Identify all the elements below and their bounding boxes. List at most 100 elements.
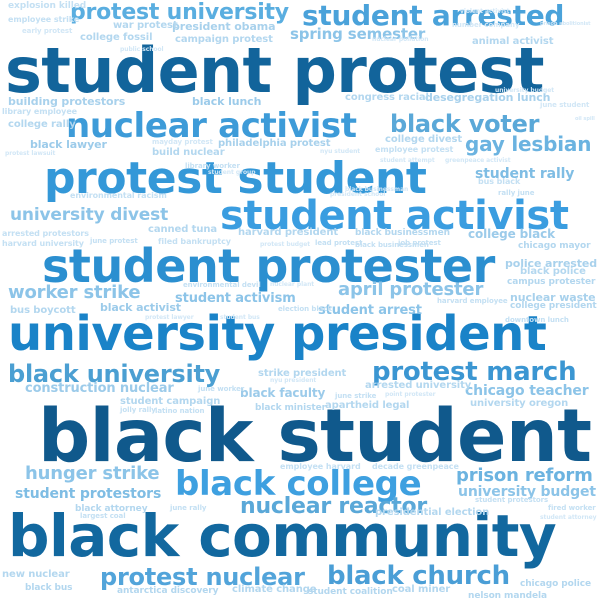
cloud-word: black church — [327, 561, 510, 591]
cloud-word: animal activist — [472, 36, 554, 47]
cloud-word: library worker — [185, 162, 240, 170]
cloud-word: black college — [175, 464, 422, 504]
cloud-word: nuclear waste — [510, 291, 596, 304]
cloud-word: canned tuna — [148, 224, 218, 235]
cloud-word: building protestors — [8, 95, 126, 108]
cloud-word: harvard employee — [437, 297, 508, 305]
cloud-word: president obama — [172, 20, 276, 33]
cloud-word: latino nation — [155, 407, 205, 415]
cloud-word: nuclear activist — [66, 106, 357, 146]
cloud-word: student arrested — [302, 0, 565, 32]
cloud-word: nelson mandela — [468, 591, 547, 600]
cloud-word: student protest — [5, 34, 545, 107]
cloud-word: build nuclear — [152, 147, 225, 158]
cloud-word: nyu president — [270, 377, 317, 384]
cloud-word: black community — [8, 502, 557, 570]
cloud-word: black activist — [100, 301, 181, 314]
cloud-word: black minister — [255, 403, 326, 413]
cloud-word: university president — [8, 306, 547, 362]
cloud-word: june strike — [335, 392, 377, 400]
cloud-word: antarctica discovery — [117, 586, 219, 596]
cloud-word: strike president — [258, 368, 347, 379]
cloud-word: protest nuclear — [100, 563, 305, 591]
cloud-word: decade greenpeace — [372, 462, 459, 471]
cloud-word: bus boycott — [10, 305, 76, 316]
cloud-word: black police — [520, 266, 586, 277]
cloud-word: campus protester — [507, 277, 596, 287]
cloud-word: black attorney — [75, 504, 148, 514]
cloud-word: black faculty — [240, 386, 326, 400]
cloud-word: library employee — [2, 107, 78, 116]
cloud-word: black businessman — [345, 186, 409, 193]
cloud-word: climate change — [232, 584, 317, 595]
cloud-word: coal miner — [392, 584, 451, 595]
cloud-word: environmental devil — [183, 281, 261, 289]
cloud-word: black lawyer — [30, 138, 107, 151]
cloud-word: apartheid legal — [325, 400, 410, 411]
cloud-word: greenpeace activist — [445, 157, 511, 164]
cloud-word: point protester — [385, 391, 436, 398]
cloud-word: university divest — [10, 205, 169, 225]
cloud-word: job protest — [398, 239, 441, 247]
cloud-word: college divest — [385, 134, 463, 145]
cloud-word: jolly rally — [120, 406, 156, 414]
cloud-word: rally june — [498, 189, 535, 197]
cloud-word: university budget — [495, 87, 555, 94]
cloud-word: protest student — [44, 153, 427, 204]
cloud-word: new nuclear — [2, 569, 70, 580]
cloud-word: university oregon — [470, 398, 569, 409]
cloud-word: june protest — [90, 237, 138, 245]
cloud-word: student bus — [220, 314, 260, 321]
cloud-word: black businessmen — [355, 228, 450, 238]
cloud-word: campaign protest — [175, 34, 273, 45]
cloud-word: number company — [452, 21, 520, 29]
cloud-word: environmental racism — [70, 191, 167, 200]
cloud-word: arrested protestors — [2, 229, 89, 238]
cloud-word: prison abolitionist — [540, 21, 591, 27]
cloud-word: june rally — [170, 504, 207, 512]
cloud-word: presidential election — [375, 507, 490, 518]
cloud-word: student protestors — [15, 486, 162, 502]
cloud-word: student attorney — [540, 514, 597, 521]
cloud-word: protest university — [70, 0, 289, 25]
cloud-word: prison reform — [456, 465, 593, 486]
cloud-word: harvard university — [2, 239, 84, 248]
cloud-word: university budget — [458, 484, 596, 500]
cloud-word: hunger strike — [25, 463, 160, 484]
cloud-word: student group — [208, 169, 256, 176]
cloud-word: student coalition — [308, 587, 393, 597]
cloud-word: college president — [510, 301, 597, 311]
cloud-word: college fossil — [80, 32, 153, 43]
cloud-word: student rally — [475, 166, 575, 182]
cloud-word: black voter — [390, 110, 540, 138]
cloud-word: student attempt — [380, 157, 435, 164]
cloud-word: black businessmen — [355, 241, 429, 249]
cloud-word: fired worker — [548, 504, 596, 512]
cloud-word: protest march — [372, 357, 577, 387]
cloud-word: filed bankruptcy — [158, 237, 231, 246]
cloud-word: largest coal — [80, 512, 126, 520]
cloud-word: student protestors — [475, 496, 549, 504]
cloud-word: gay lesbian — [465, 132, 592, 156]
cloud-word: oil spill — [575, 116, 595, 122]
cloud-word: june worker — [198, 385, 245, 393]
cloud-word: nyu student — [320, 148, 361, 155]
cloud-word: police arrested — [505, 257, 598, 270]
cloud-word: college black — [468, 227, 555, 241]
cloud-word: harvard president — [238, 227, 339, 238]
cloud-word: black student — [38, 394, 592, 479]
cloud-word: election black — [278, 305, 332, 313]
cloud-word: lead protest — [315, 239, 363, 247]
cloud-word: philadelphia protest — [218, 138, 331, 149]
cloud-word: protest lawsuit — [5, 150, 56, 157]
cloud-word: black university — [8, 360, 221, 388]
cloud-word: early protest — [22, 27, 73, 35]
cloud-word: bus black — [478, 177, 521, 186]
cloud-word: black lunch — [192, 95, 262, 108]
cloud-word: april protester — [338, 279, 484, 300]
cloud-word: student protester — [42, 239, 495, 293]
cloud-word: employee strike — [8, 15, 80, 24]
cloud-word: public school — [120, 46, 164, 53]
cloud-word: mayday protest — [152, 138, 213, 146]
